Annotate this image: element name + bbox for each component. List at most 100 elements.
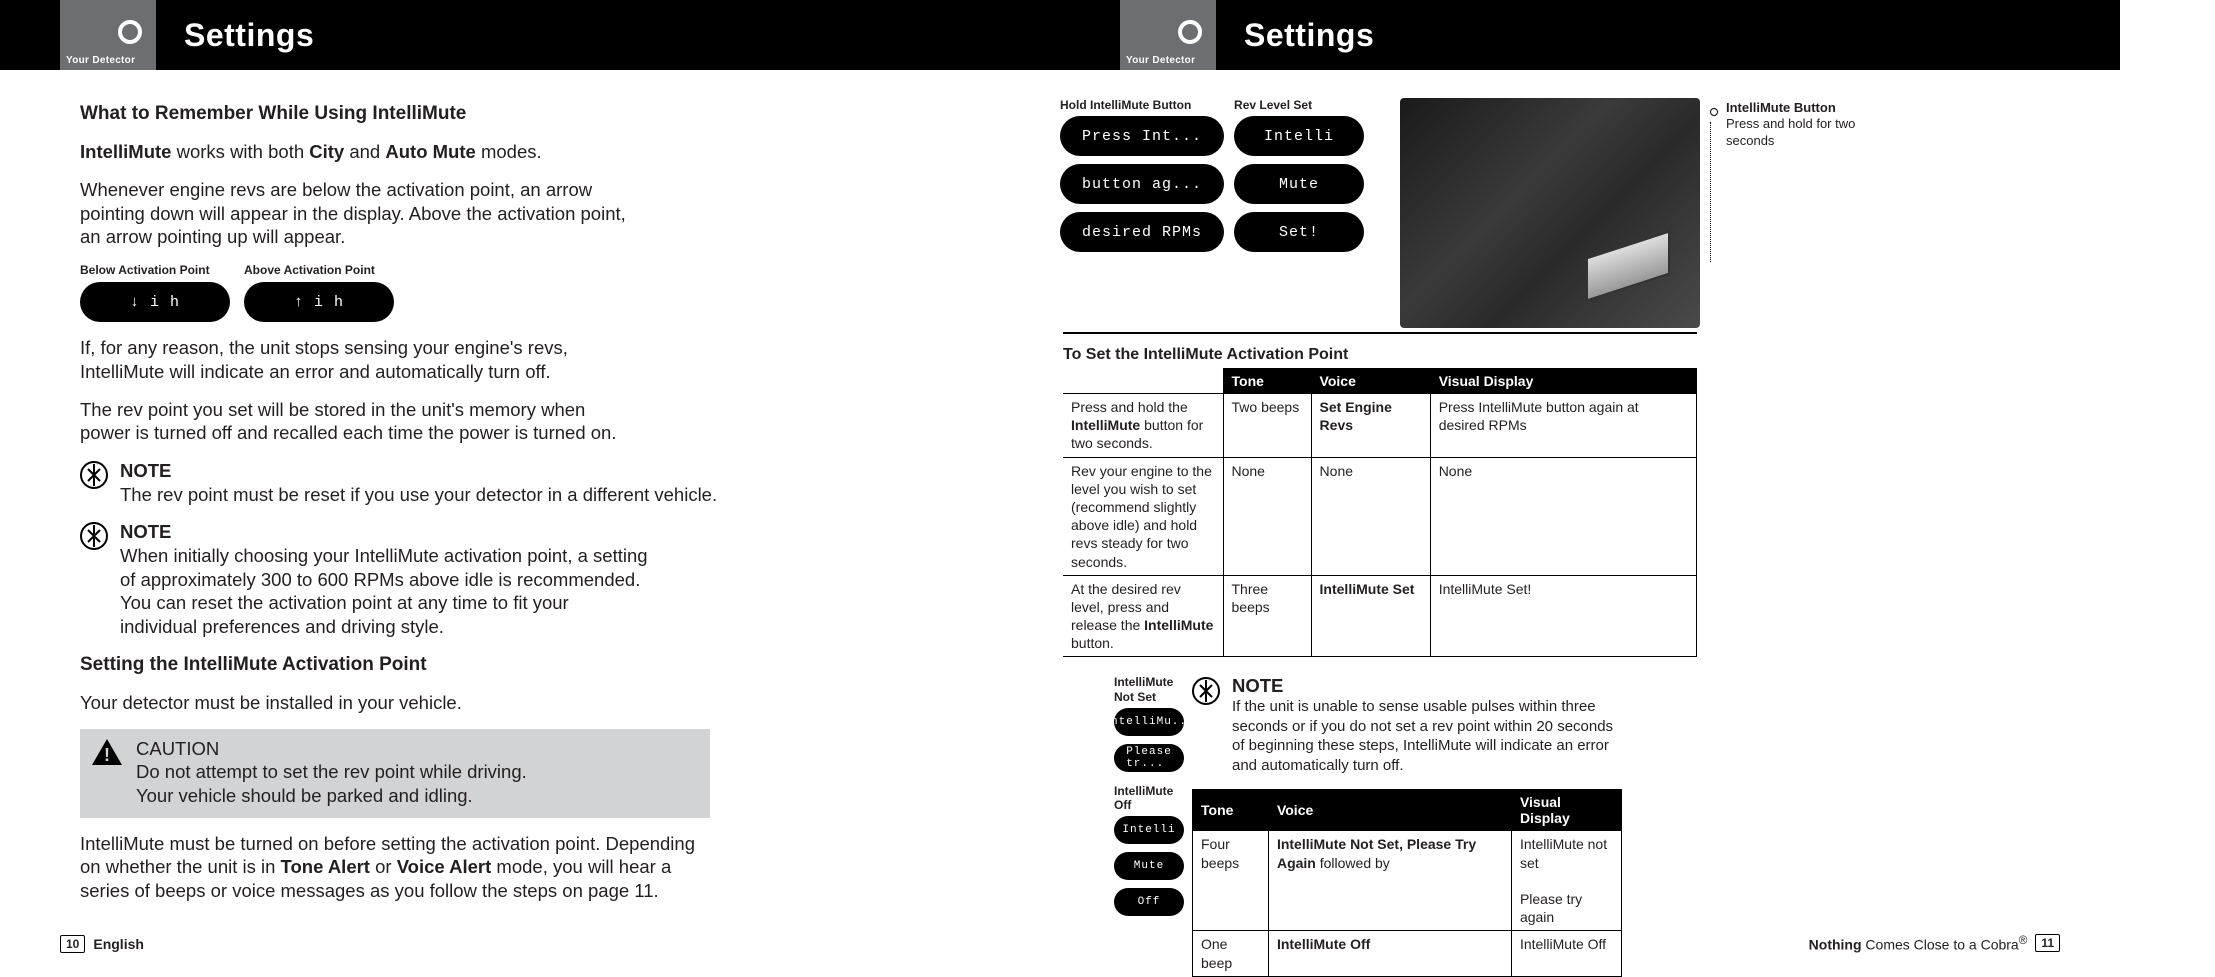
above-activation-col: Above Activation Point ↑ i h <box>244 263 394 322</box>
text: modes. <box>476 141 542 162</box>
display-pill: Press Int... <box>1060 116 1224 156</box>
table-row: Four beeps IntelliMute Not Set, Please T… <box>1193 831 1622 931</box>
off-label: IntelliMute Off <box>1114 784 1170 812</box>
th-voice: Voice <box>1311 369 1430 394</box>
text: Voice Alert <box>397 856 492 877</box>
header-bar: Your Detector Settings <box>1060 0 2120 70</box>
cell-action: Press and hold the IntelliMute button fo… <box>1063 394 1223 458</box>
cell-voice: None <box>1311 457 1430 575</box>
section-heading: What to Remember While Using IntelliMute <box>80 102 980 126</box>
cell-voice: Set Engine Revs <box>1311 394 1430 458</box>
not-set-pill-group: IntelliMute Not Set IntelliMu... Please … <box>1060 675 1170 916</box>
text: or <box>370 856 397 877</box>
detector-icon <box>116 18 144 46</box>
note-1: NOTE The rev point must be reset if you … <box>80 459 980 506</box>
below-activation-display: ↓ i h <box>80 282 230 322</box>
display-pill: Set! <box>1234 212 1364 252</box>
detector-icon <box>1176 18 1204 46</box>
cell-action: At the desired rev level, press and rele… <box>1063 575 1223 657</box>
th-voice: Voice <box>1268 790 1511 831</box>
cell-visual: IntelliMute Off <box>1511 931 1621 976</box>
note-body: If the unit is unable to sense usable pu… <box>1232 697 1622 775</box>
table-row: Rev your engine to the level you wish to… <box>1063 457 1697 575</box>
below-activation-col: Below Activation Point ↓ i h <box>80 263 230 322</box>
note-title: NOTE <box>1232 675 1283 696</box>
cell-visual: None <box>1430 457 1696 575</box>
display-pill: button ag... <box>1060 164 1224 204</box>
note-text: NOTE The rev point must be reset if you … <box>120 459 717 506</box>
page-11: Your Detector Settings Hold IntelliMute … <box>1060 0 2120 977</box>
caution-icon: ! <box>90 737 124 767</box>
note-icon <box>80 522 108 550</box>
header-title: Settings <box>1244 17 1374 54</box>
page-number: 10 <box>60 935 85 953</box>
callout-sub: Press and hold for two seconds <box>1726 116 1855 147</box>
cell-voice: IntelliMute Set <box>1311 575 1430 657</box>
th-visual: Visual Display <box>1430 369 1696 394</box>
callout-title: IntelliMute Button <box>1726 100 1836 115</box>
svg-text:!: ! <box>104 745 110 765</box>
note-3: NOTE If the unit is unable to sense usab… <box>1192 675 1622 775</box>
cell-tone: One beep <box>1193 931 1269 976</box>
cell-tone: Two beeps <box>1223 394 1311 458</box>
note-2: NOTE When initially choosing your Intell… <box>80 520 980 638</box>
lower-section: IntelliMute Not Set IntelliMu... Please … <box>1060 675 2120 976</box>
display-pill: Off <box>1114 888 1184 916</box>
display-examples-row: Below Activation Point ↓ i h Above Activ… <box>80 263 980 322</box>
note-icon <box>1192 677 1220 705</box>
note-text: NOTE If the unit is unable to sense usab… <box>1232 675 1622 775</box>
note-text: NOTE When initially choosing your Intell… <box>120 520 650 638</box>
rev-level-column: Rev Level Set Intelli Mute Set! <box>1234 98 1364 252</box>
th-tone: Tone <box>1193 790 1269 831</box>
cell-action: Rev your engine to the level you wish to… <box>1063 457 1223 575</box>
paragraph-5: Your detector must be installed in your … <box>80 691 980 715</box>
table-row: One beep IntelliMute Off IntelliMute Off <box>1193 931 1622 976</box>
note-title: NOTE <box>120 521 171 542</box>
tab-label: Your Detector <box>66 55 135 66</box>
above-activation-label: Above Activation Point <box>244 263 375 278</box>
table-row: Press and hold the IntelliMute button fo… <box>1063 394 1697 458</box>
table-row: At the desired rev level, press and rele… <box>1063 575 1697 657</box>
caution-box: ! CAUTION Do not attempt to set the rev … <box>80 729 710 818</box>
note-body: The rev point must be reset if you use y… <box>120 483 717 507</box>
cell-tone: Four beeps <box>1193 831 1269 931</box>
above-activation-display: ↑ i h <box>244 282 394 322</box>
display-pill: Please tr... <box>1114 744 1184 772</box>
left-content: What to Remember While Using IntelliMute… <box>0 70 1060 903</box>
rev-label: Rev Level Set <box>1234 98 1312 112</box>
text: works with both <box>171 141 309 162</box>
cell-voice: IntelliMute Not Set, Please Try Again fo… <box>1268 831 1511 931</box>
caution-line: Your vehicle should be parked and idling… <box>136 785 473 806</box>
cell-voice: IntelliMute Off <box>1268 931 1511 976</box>
th-tone: Tone <box>1223 369 1311 394</box>
activation-table: Tone Voice Visual Display Press and hold… <box>1063 368 1697 657</box>
display-pill: Mute <box>1234 164 1364 204</box>
hold-button-column: Hold IntelliMute Button Press Int... but… <box>1060 98 1224 252</box>
table-1-section: To Set the IntelliMute Activation Point … <box>1063 332 2120 657</box>
callout-text: IntelliMute Button Press and hold for tw… <box>1726 100 1866 149</box>
intro-paragraph-1: IntelliMute works with both City and Aut… <box>80 140 980 164</box>
text: Tone Alert <box>281 856 370 877</box>
text: IntelliMute <box>80 141 171 162</box>
page-number: 11 <box>2035 934 2060 952</box>
cell-visual: IntelliMute Set! <box>1430 575 1696 657</box>
th-visual: Visual Display <box>1511 790 1621 831</box>
text: and <box>344 141 385 162</box>
hold-label: Hold IntelliMute Button <box>1060 98 1191 112</box>
display-pill: Intelli <box>1234 116 1364 156</box>
cell-visual: IntelliMute not setPlease try again <box>1511 831 1621 931</box>
cell-tone: None <box>1223 457 1311 575</box>
error-table: Tone Voice Visual Display Four beeps Int… <box>1192 789 1622 976</box>
header-tab: Your Detector <box>1120 0 1216 70</box>
note-title: NOTE <box>120 460 171 481</box>
cell-tone: Three beeps <box>1223 575 1311 657</box>
caution-title: CAUTION <box>136 738 219 759</box>
device-photo <box>1400 98 1700 328</box>
right-main-column: IntelliMute Button Press and hold for tw… <box>1400 98 1700 328</box>
callout-line <box>1710 122 1711 262</box>
header-title: Settings <box>184 17 314 54</box>
paragraph-3: If, for any reason, the unit stops sensi… <box>80 336 600 383</box>
display-pill: IntelliMu... <box>1114 708 1184 736</box>
text: Auto Mute <box>385 141 475 162</box>
page-footer-left: 10 English <box>60 935 144 953</box>
